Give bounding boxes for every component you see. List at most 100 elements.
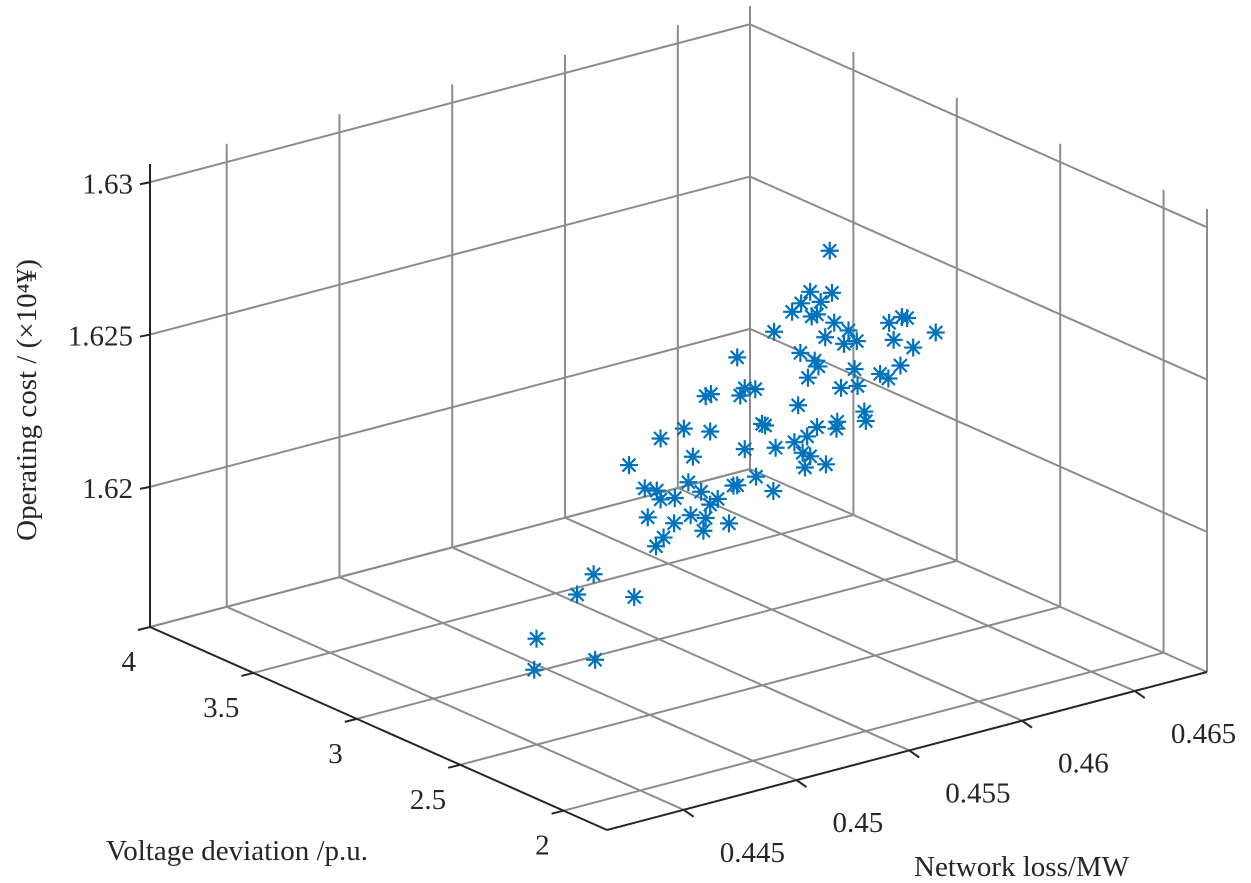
y-tick-label: 0.45 — [832, 807, 883, 839]
data-point — [696, 508, 715, 527]
wall-gridline-cost — [149, 175, 751, 336]
data-point — [728, 476, 747, 495]
data-point — [625, 588, 644, 607]
y-tick — [1134, 690, 1146, 699]
data-point — [584, 565, 603, 584]
y-tick-label: 0.445 — [720, 837, 785, 869]
data-point — [816, 328, 835, 347]
data-point — [692, 482, 711, 501]
data-point — [904, 338, 923, 357]
y-tick-label: 0.465 — [1171, 718, 1236, 750]
data-point — [731, 386, 750, 405]
floor-gridline-loss — [564, 516, 1023, 722]
wall-gridline-cost — [149, 327, 751, 488]
data-point — [651, 429, 670, 448]
x-tick-label: 3.5 — [203, 692, 239, 724]
floor-back-edge — [149, 468, 751, 628]
data-point — [701, 495, 720, 514]
y-tick-label: 0.455 — [945, 777, 1010, 809]
data-point — [839, 321, 858, 340]
data-point — [765, 322, 784, 341]
y-tick — [908, 749, 920, 759]
data-point — [665, 514, 684, 533]
data-point — [735, 440, 754, 459]
data-point — [701, 385, 720, 404]
data-point — [525, 660, 544, 679]
data-point — [884, 330, 903, 349]
z-axis-label: Operating cost / (×10⁴¥) — [11, 259, 43, 541]
wall-gridline-cost — [749, 175, 1208, 381]
x-tick-label: 2.5 — [410, 784, 446, 816]
data-point — [848, 376, 867, 395]
y-tick — [795, 779, 808, 788]
z-tick — [139, 485, 151, 490]
axes — [137, 164, 1208, 831]
data-point — [728, 348, 747, 367]
data-point — [898, 309, 917, 328]
data-point — [847, 332, 866, 351]
data-point — [825, 313, 844, 332]
data-point — [635, 479, 654, 498]
data-point — [681, 506, 700, 525]
z-tick-label: 1.625 — [68, 321, 133, 353]
data-point — [647, 537, 666, 556]
data-point — [891, 356, 910, 375]
data-point — [816, 455, 835, 474]
data-point — [674, 419, 693, 438]
data-point — [926, 323, 945, 342]
data-point — [807, 305, 826, 324]
wall-gridline-cost — [749, 23, 1208, 229]
data-point — [651, 490, 670, 509]
x-tick-label: 4 — [122, 646, 137, 678]
z-tick — [139, 333, 151, 338]
data-point — [879, 369, 898, 388]
floor-gridline-loss — [677, 487, 1136, 692]
data-point — [798, 368, 817, 387]
x-tick-label: 2 — [535, 830, 550, 862]
data-point — [683, 447, 702, 466]
data-point — [619, 456, 638, 475]
wall-gridline-cost — [749, 327, 1208, 533]
data-point — [679, 473, 698, 492]
y-tick-label: 0.46 — [1058, 748, 1109, 780]
data-point — [783, 302, 802, 321]
x-axis-label: Voltage deviation /p.u. — [106, 835, 368, 867]
data-point — [586, 650, 605, 669]
floor-gridline-voltage — [563, 651, 1164, 812]
data-point — [719, 514, 738, 533]
data-point — [527, 629, 546, 648]
tick-labels: 1.62 1.625 1.63 2 2.5 3 3.5 4 0.445 0.45 0.455 0.46… — [68, 168, 1236, 869]
data-point — [746, 380, 765, 399]
floor-gridline-loss — [451, 546, 910, 752]
data-point — [809, 357, 828, 376]
x-tick — [137, 626, 151, 631]
data-point — [845, 360, 864, 379]
data-point — [747, 467, 766, 486]
data-point — [665, 489, 684, 508]
floor-right-edge — [749, 468, 1208, 673]
y-tick — [1021, 719, 1033, 729]
floor-gridline-loss — [226, 605, 685, 811]
data-point — [811, 292, 830, 311]
data-point — [856, 411, 875, 430]
data-point — [791, 343, 810, 362]
x-tick — [241, 671, 254, 677]
data-point — [708, 489, 727, 508]
data-point — [832, 378, 851, 397]
data-point — [820, 241, 839, 260]
y-axis-line — [606, 671, 1208, 831]
data-point — [568, 585, 587, 604]
data-points — [525, 241, 945, 679]
x-tick — [551, 809, 564, 815]
x-tick — [344, 717, 358, 723]
x-tick-label: 3 — [328, 738, 343, 770]
data-point — [871, 364, 890, 383]
floor-gridline-loss — [339, 576, 797, 782]
data-point — [855, 402, 874, 421]
data-point — [795, 458, 814, 477]
y-tick — [683, 808, 695, 818]
floor-gridline-voltage — [253, 513, 854, 674]
z-tick — [139, 181, 151, 186]
y-axis-label: Network loss/MW — [914, 851, 1130, 883]
